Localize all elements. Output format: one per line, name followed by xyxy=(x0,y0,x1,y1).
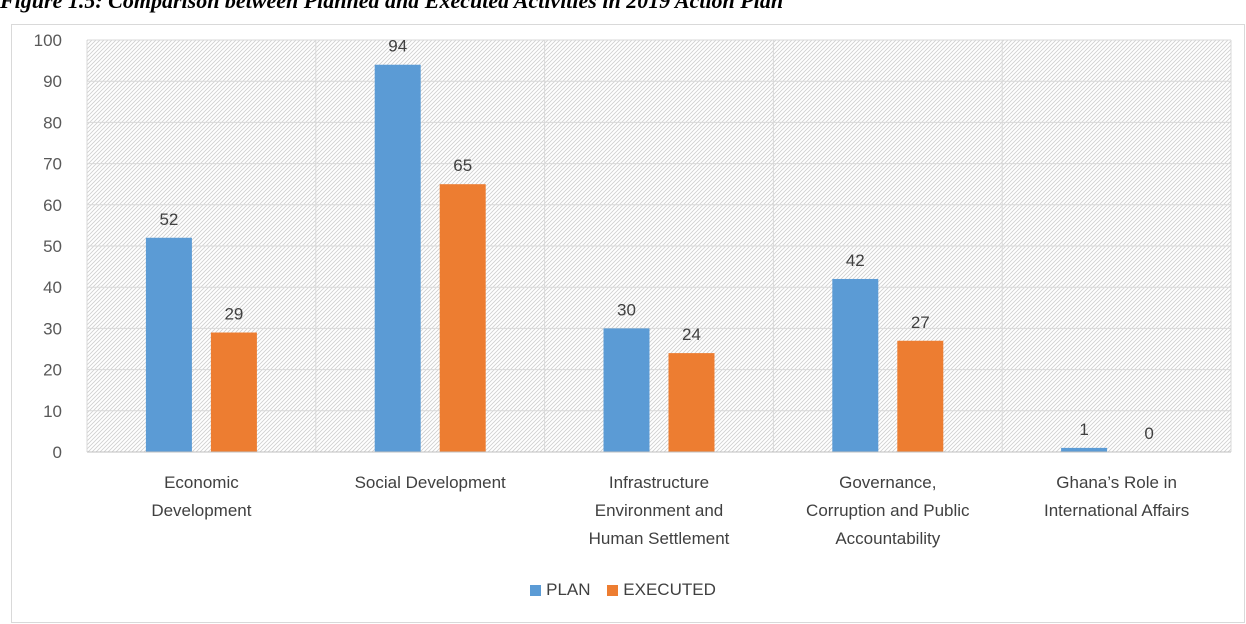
y-tick-label: 40 xyxy=(43,278,62,297)
y-tick-label: 30 xyxy=(43,319,62,338)
legend: PLAN EXECUTED xyxy=(0,580,1246,601)
x-axis: Economic Development Social Development Inf… xyxy=(87,451,1231,548)
y-tick-label: 50 xyxy=(43,237,62,256)
data-label-executed: 65 xyxy=(453,156,472,175)
data-label-executed: 29 xyxy=(224,305,243,324)
data-label-plan: 52 xyxy=(159,210,178,229)
legend-label-executed: EXECUTED xyxy=(623,580,716,599)
y-axis: 0 10 20 30 40 50 60 70 80 90 100 xyxy=(34,31,62,462)
y-tick-label: 20 xyxy=(43,361,62,380)
x-category-label: Accountability xyxy=(835,529,940,548)
legend-swatch-executed xyxy=(607,584,619,596)
y-tick-label: 0 xyxy=(53,443,62,462)
y-tick-label: 100 xyxy=(34,31,62,50)
x-category-label: Corruption and Public xyxy=(806,501,970,520)
bar-plan xyxy=(603,328,650,452)
legend-label-plan: PLAN xyxy=(546,580,591,599)
x-category-label: Infrastructure xyxy=(609,473,709,492)
legend-swatch-plan xyxy=(530,584,542,596)
data-label-plan: 94 xyxy=(388,37,407,56)
x-category-label: Environment and xyxy=(595,501,724,520)
y-tick-label: 80 xyxy=(43,113,62,132)
figure-title: Figure 1.5: Comparison between Planned a… xyxy=(0,0,784,13)
bar-plan xyxy=(145,237,192,452)
bar-plan xyxy=(1061,447,1108,452)
y-tick-label: 70 xyxy=(43,155,62,174)
bar-plan xyxy=(832,278,879,452)
gridlines xyxy=(86,39,1232,453)
data-label-executed: 27 xyxy=(911,313,930,332)
bar-executed xyxy=(897,340,944,452)
x-category-label: Social Development xyxy=(355,473,506,492)
x-category-label: Economic xyxy=(164,473,239,492)
data-label-plan: 1 xyxy=(1079,420,1088,439)
y-tick-label: 10 xyxy=(43,402,62,421)
data-labels: 52 29 94 65 30 24 42 27 1 0 xyxy=(159,37,1153,443)
legend-item-plan: PLAN xyxy=(530,580,591,600)
legend-item-executed: EXECUTED xyxy=(607,580,716,600)
bar-executed xyxy=(439,184,486,452)
x-category-label: International Affairs xyxy=(1044,501,1189,520)
y-tick-label: 90 xyxy=(43,72,62,91)
x-category-label: Ghana’s Role in xyxy=(1056,473,1177,492)
data-label-plan: 30 xyxy=(617,300,636,319)
data-label-executed: 24 xyxy=(682,325,701,344)
bar-executed xyxy=(668,353,715,452)
x-category-label: Development xyxy=(151,501,251,520)
bar-executed xyxy=(210,332,257,452)
data-label-plan: 42 xyxy=(846,251,865,270)
y-tick-label: 60 xyxy=(43,196,62,215)
bar-plan xyxy=(374,64,421,452)
data-label-executed: 0 xyxy=(1144,424,1153,443)
bars xyxy=(145,64,1108,452)
x-category-label: Governance, xyxy=(839,473,936,492)
x-category-label: Human Settlement xyxy=(589,529,730,548)
